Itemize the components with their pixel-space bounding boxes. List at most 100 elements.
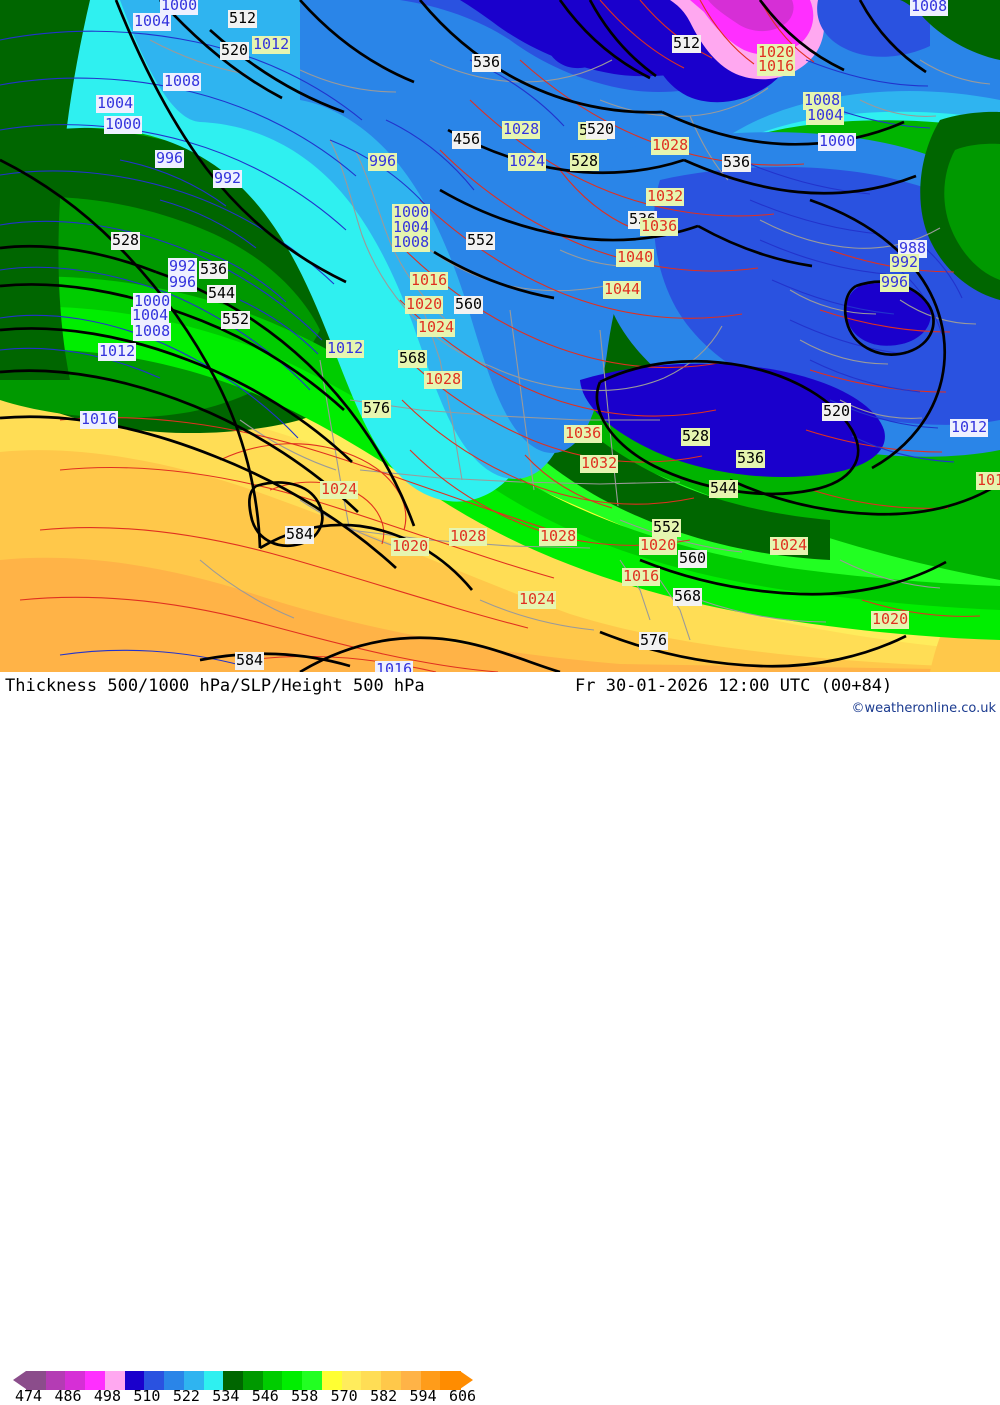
fill-480 (708, 0, 794, 32)
colorbar-segment (124, 1371, 145, 1390)
colorbar-tick-label: 546 (251, 1387, 279, 1405)
colorbar-tick-label: 498 (93, 1387, 121, 1405)
contour-label: 1004 (133, 12, 172, 31)
colorbar-tick-label: 558 (291, 1387, 319, 1405)
footer-bar: Thickness 500/1000 hPa/SLP/Height 500 hP… (0, 672, 1000, 1404)
contour-label: 544 (709, 479, 739, 498)
contour-label: 1016 (757, 57, 796, 76)
fill-552 (0, 306, 1000, 640)
contour-label: 536 (722, 153, 752, 172)
colorbar-segment (381, 1371, 402, 1390)
contour-label: 996 (168, 273, 198, 292)
contour-label: 1012 (98, 342, 137, 361)
colorbar-segment (262, 1371, 284, 1390)
map-graphics (0, 0, 1000, 672)
contour-label: 996 (368, 152, 398, 171)
contour-label: 552 (466, 231, 496, 250)
contour-label: 536 (472, 53, 502, 72)
contour-label: 992 (168, 257, 198, 276)
colorbar-segment (104, 1371, 126, 1390)
contour-label: 1024 (770, 536, 809, 555)
colorbar-segment (223, 1371, 244, 1390)
contour-label: 528 (570, 152, 600, 171)
copyright-credit: ©weatheronline.co.uk (851, 701, 996, 716)
contour-label: 1000 (392, 203, 431, 222)
contour-label: 1008 (133, 322, 172, 341)
contour-label: 1036 (640, 217, 679, 236)
contour-label: 1004 (131, 306, 170, 325)
contour-label: 1008 (163, 72, 202, 91)
contour-label: 1036 (564, 424, 603, 443)
contour-label: 1008 (392, 233, 431, 252)
weather-map-canvas[interactable]: 1000 512 1004 520 1012 536 512 1020 1016 1008 1008… (0, 0, 1000, 672)
contour-label: 1028 (651, 136, 690, 155)
colorbar[interactable] (13, 1371, 473, 1390)
fill-504p (817, 0, 930, 57)
colorbar-segment (400, 1371, 422, 1390)
colorbar-segment (420, 1371, 441, 1390)
colorbar-tick-label: 582 (370, 1387, 398, 1405)
colorbar-segment (282, 1371, 303, 1390)
contour-label: 988 (898, 239, 928, 258)
contour-label: 520 (220, 41, 250, 60)
contour-label: 520 (586, 120, 616, 139)
colorbar-extend-high (460, 1371, 473, 1389)
contour-label: 1024 (320, 480, 359, 499)
colorbar-tick-labels: 474 486 498 510 522 534 546 558 570 582 594 606 (0, 1389, 1000, 1405)
colorbar-segment (361, 1371, 382, 1390)
contour-label: 512 (672, 34, 702, 53)
contour-label: 992 (890, 253, 920, 272)
chart-title: Thickness 500/1000 hPa/SLP/Height 500 hP… (5, 676, 425, 696)
contour-label: 1000 (160, 0, 199, 15)
colorbar-segment (164, 1371, 185, 1390)
colorbar-segment (144, 1371, 165, 1390)
colorbar-segment (183, 1371, 205, 1390)
contour-label: 1028 (424, 370, 463, 389)
contour-label: 1028 (502, 120, 541, 139)
fill-498 (580, 363, 885, 478)
colorbar-tick-label: 606 (449, 1387, 477, 1405)
contour-label: 1004 (96, 94, 135, 113)
colorbar-extend-low (13, 1371, 26, 1389)
fill-540ne (944, 143, 1000, 280)
contour-label: 560 (454, 295, 484, 314)
colorbar-segment (65, 1371, 86, 1390)
colorbar-segment (321, 1371, 343, 1390)
contour-label: 560 (678, 549, 708, 568)
contour-label: 1012 (326, 339, 365, 358)
contour-label: 1020 (391, 537, 430, 556)
contour-label: 1008 (910, 0, 949, 16)
contour-label: 1012 (950, 418, 989, 437)
contour-label: 1020 (639, 536, 678, 555)
contour-label: 584 (285, 525, 315, 544)
contour-label: 544 (207, 284, 237, 303)
colorbar-segment (302, 1371, 323, 1390)
contour-label: 536 (199, 260, 229, 279)
colorbar-segment (243, 1371, 264, 1390)
contour-label: 1020 (757, 43, 796, 62)
contour-label: 528 (111, 231, 141, 250)
contour-label: 576 (639, 631, 669, 650)
contour-label: 512 (228, 9, 258, 28)
contour-label: 1004 (806, 106, 845, 125)
contour-label: 1024 (518, 590, 557, 609)
contour-label: 552 (652, 518, 682, 537)
colorbar-segment (341, 1371, 362, 1390)
colorbar-tick-label: 510 (133, 1387, 161, 1405)
contour-label: 1004 (392, 218, 431, 237)
contour-label: 1020 (405, 295, 444, 314)
contour-label: 1012 (252, 35, 291, 54)
colorbar-segment (26, 1371, 47, 1390)
contour-label: 528 (681, 427, 711, 446)
contour-label: 520 (822, 402, 852, 421)
contour-label: 1032 (646, 187, 685, 206)
valid-time-label: Fr 30-01-2026 12:00 UTC (00+84) (575, 676, 893, 696)
fill-588 (0, 557, 1000, 672)
contour-label: 1000 (818, 132, 857, 151)
contour-label: 996 (155, 149, 185, 168)
contour-label: 1008 (803, 91, 842, 110)
contour-label: 1016 (976, 472, 1000, 490)
coastlines (149, 39, 991, 641)
colorbar-tick-label: 534 (212, 1387, 240, 1405)
